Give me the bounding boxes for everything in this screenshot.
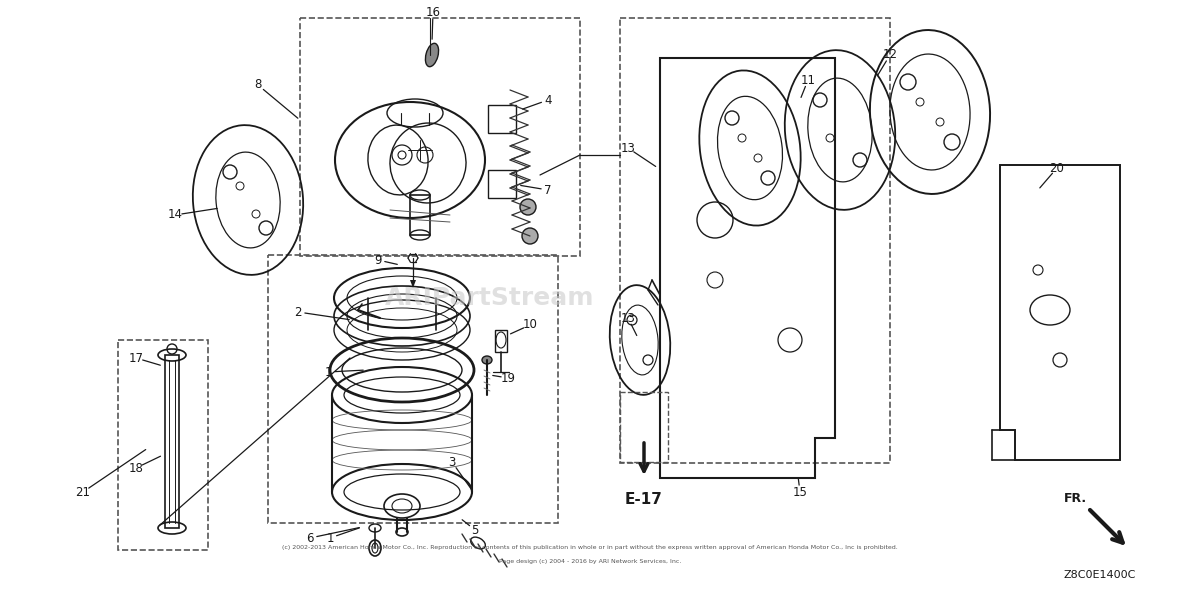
- Text: 12: 12: [883, 48, 898, 61]
- Ellipse shape: [522, 228, 538, 244]
- Bar: [300, 18, 581, 256]
- Bar: [620, 392, 668, 462]
- Ellipse shape: [481, 356, 492, 364]
- Text: 6: 6: [307, 532, 314, 545]
- Text: Z8C0E1400C: Z8C0E1400C: [1064, 570, 1136, 580]
- Text: FR.: FR.: [1063, 491, 1087, 504]
- Bar: [165, 355, 179, 528]
- Text: 13: 13: [621, 142, 636, 155]
- Text: 2: 2: [294, 306, 302, 319]
- Text: 18: 18: [129, 461, 144, 474]
- Ellipse shape: [426, 43, 439, 67]
- Text: 10: 10: [523, 319, 537, 332]
- Text: 14: 14: [168, 208, 183, 221]
- Text: 8: 8: [255, 78, 262, 91]
- Text: E-17: E-17: [625, 493, 663, 507]
- Text: 9: 9: [374, 254, 382, 267]
- Bar: [268, 255, 558, 523]
- Text: 15: 15: [793, 486, 807, 499]
- Bar: [494, 330, 507, 352]
- Text: 16: 16: [426, 5, 440, 18]
- Bar: [620, 18, 890, 463]
- Text: 11: 11: [800, 74, 815, 87]
- Bar: [489, 105, 516, 133]
- Ellipse shape: [520, 199, 536, 215]
- Text: 17: 17: [129, 352, 144, 365]
- Text: 21: 21: [76, 486, 91, 499]
- Text: 7: 7: [544, 183, 552, 196]
- Polygon shape: [409, 280, 417, 288]
- Text: Page design (c) 2004 - 2016 by ARI Network Services, Inc.: Page design (c) 2004 - 2016 by ARI Netwo…: [499, 559, 681, 565]
- Text: 19: 19: [500, 372, 516, 385]
- Text: (c) 2002-2013 American Honda Motor Co., Inc. Reproduction of contents of this pu: (c) 2002-2013 American Honda Motor Co., …: [282, 546, 898, 550]
- Text: 1: 1: [326, 532, 334, 545]
- Bar: [489, 170, 516, 198]
- Text: 20: 20: [1049, 162, 1064, 175]
- Bar: [118, 340, 208, 550]
- Text: 4: 4: [544, 93, 552, 107]
- Text: 13: 13: [621, 312, 636, 325]
- Text: 5: 5: [471, 523, 479, 536]
- Text: 1: 1: [324, 365, 332, 379]
- Text: ARIPartStream: ARIPartStream: [385, 286, 595, 310]
- Bar: [409, 195, 430, 235]
- Text: 3: 3: [448, 455, 455, 468]
